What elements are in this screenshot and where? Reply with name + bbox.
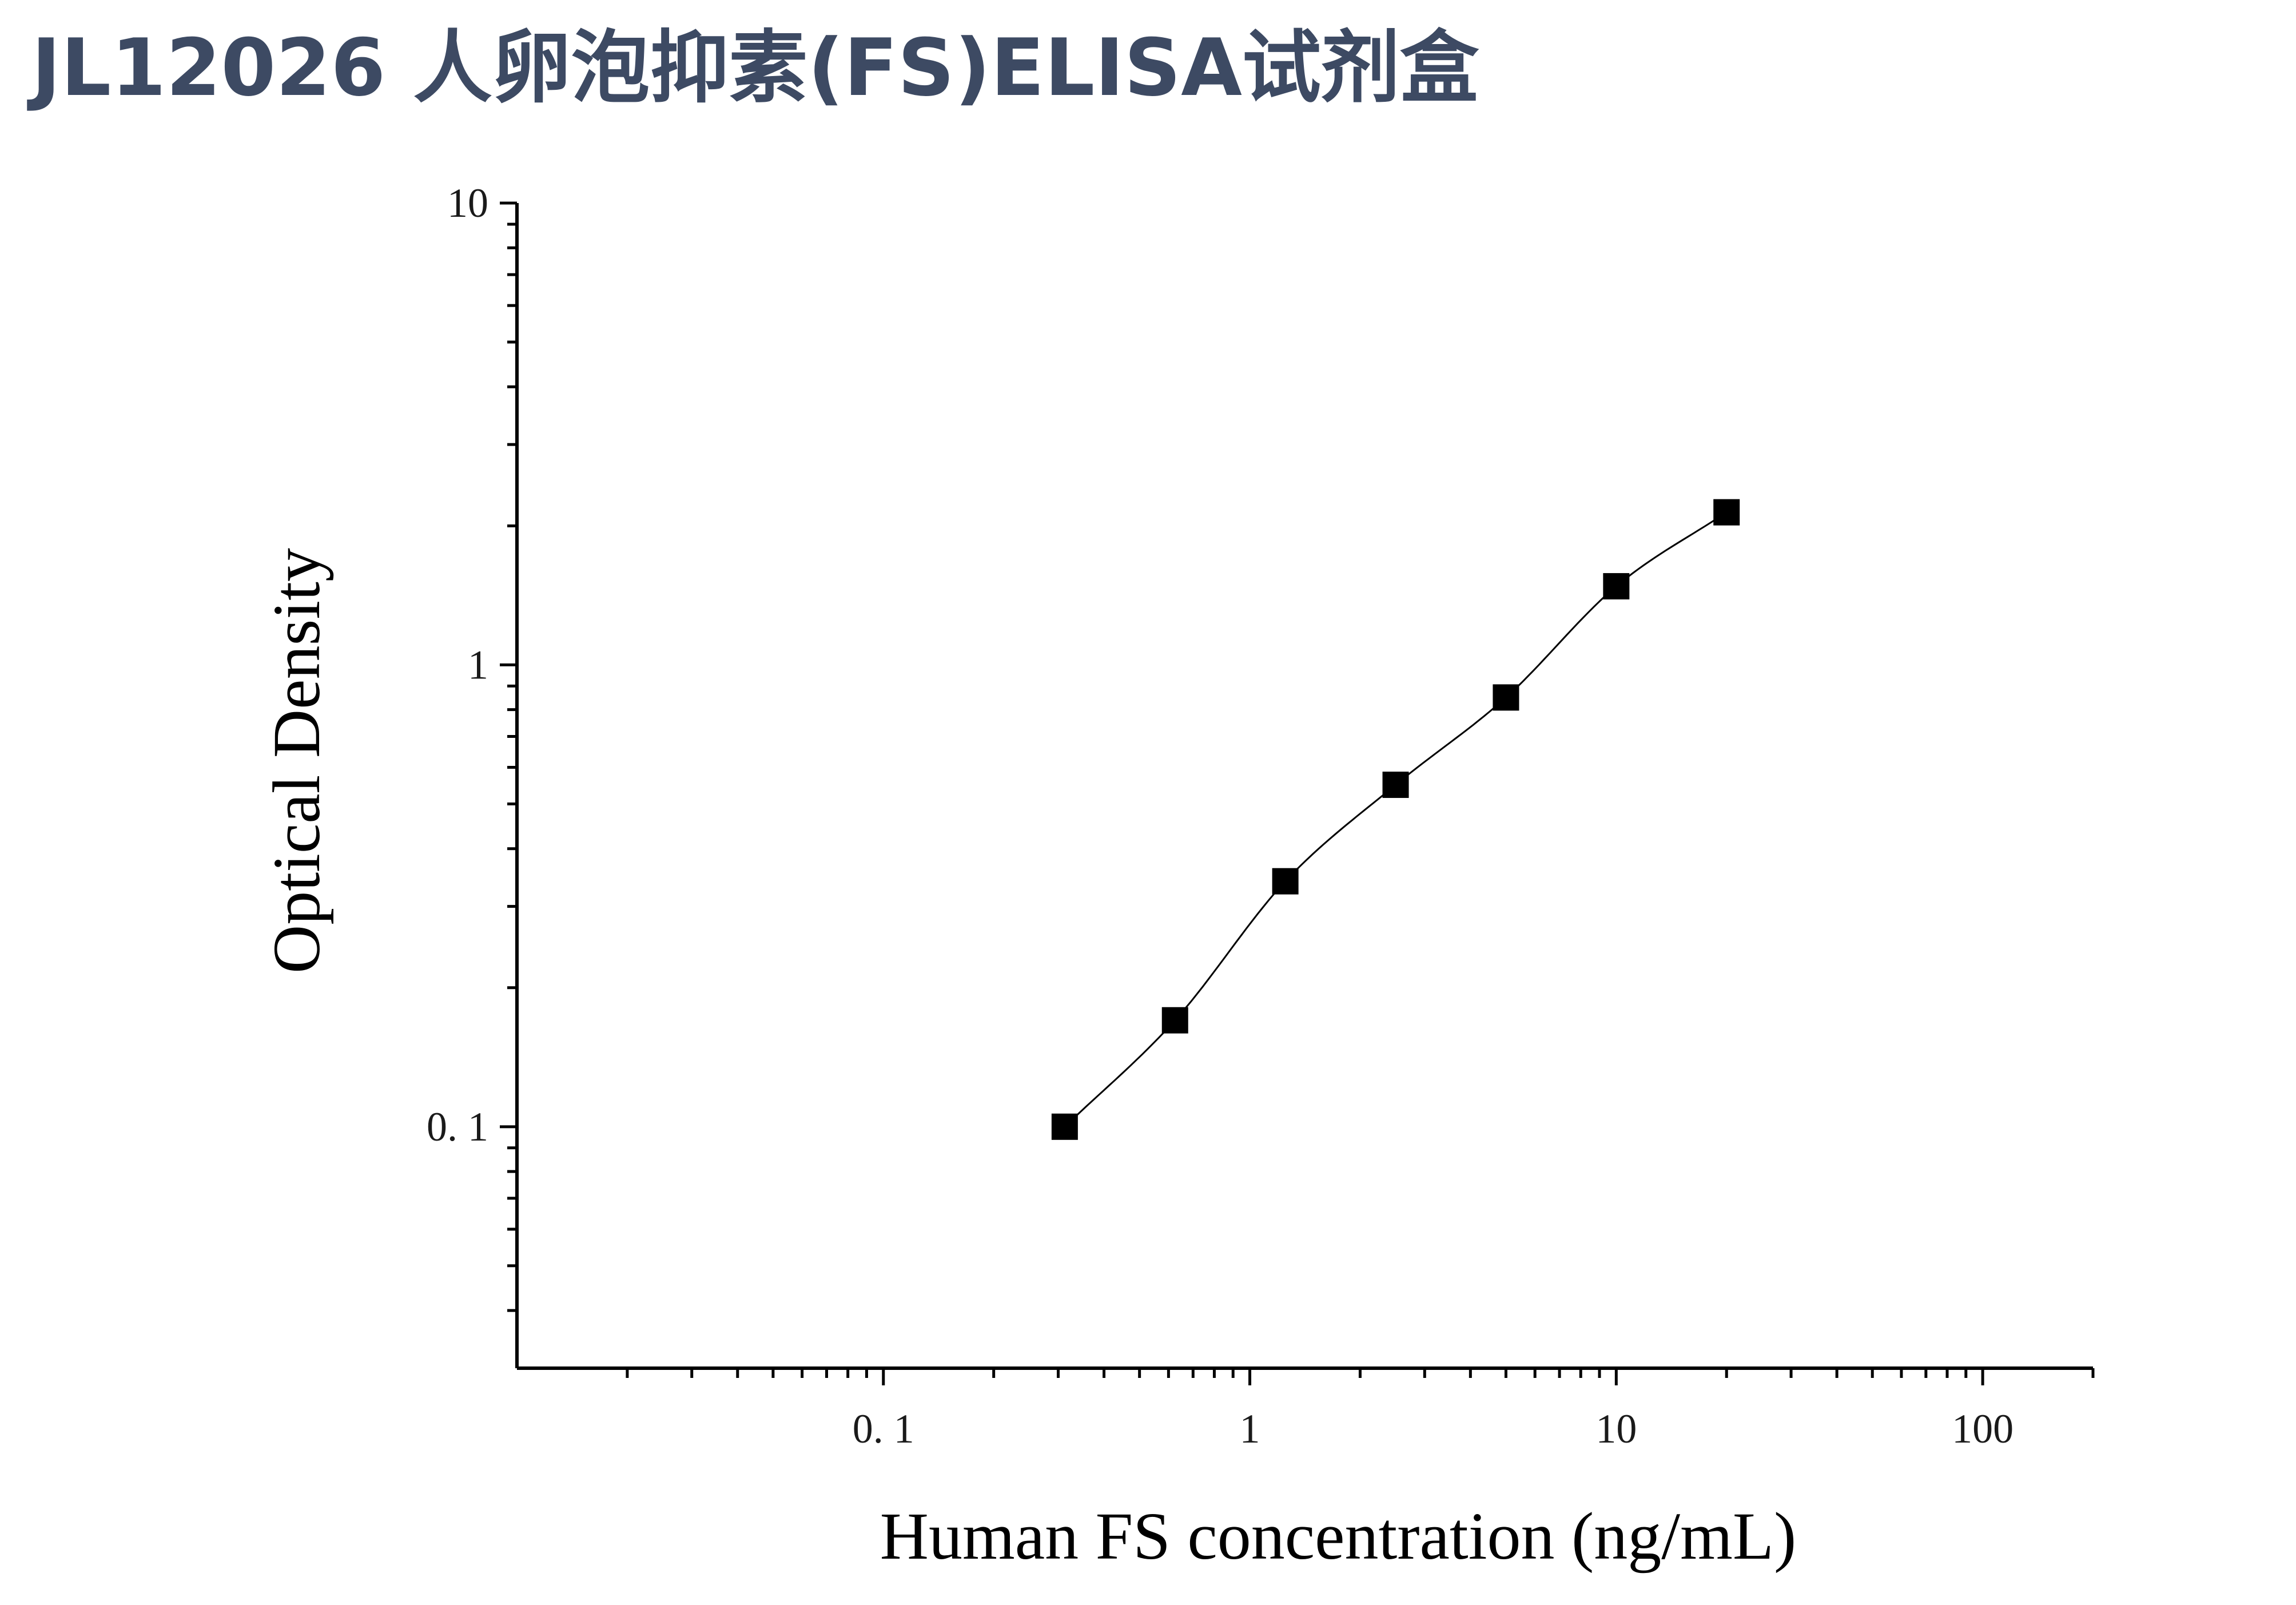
- y-tick-label: 1: [468, 642, 488, 688]
- x-tick-label: 1: [1240, 1406, 1260, 1452]
- data-point: [1051, 1113, 1078, 1140]
- page-title: JL12026 人卵泡抑素(FS)ELISA试剂盒: [31, 22, 1479, 114]
- axes: [500, 201, 2095, 1385]
- data-point: [1713, 499, 1740, 526]
- data-point: [1493, 684, 1519, 711]
- data-point: [1161, 1007, 1188, 1034]
- y-axis-title: Optical Density: [259, 548, 334, 974]
- data-point: [1272, 868, 1299, 895]
- data-points: [1051, 499, 1740, 1140]
- data-point: [1382, 772, 1409, 798]
- x-axis-title: Human FS concentration (ng/mL): [880, 1499, 1797, 1574]
- x-tick-label: 0. 1: [853, 1406, 914, 1452]
- x-tick-label: 100: [1952, 1406, 2014, 1452]
- tick-labels: 0. 1 1 10 100 0. 1 1 10: [427, 180, 2014, 1452]
- y-tick-label: 0. 1: [427, 1104, 488, 1150]
- data-point: [1603, 573, 1630, 599]
- fit-curve: [1064, 511, 1728, 1127]
- y-tick-label: 10: [447, 180, 488, 226]
- x-tick-label: 10: [1595, 1406, 1637, 1452]
